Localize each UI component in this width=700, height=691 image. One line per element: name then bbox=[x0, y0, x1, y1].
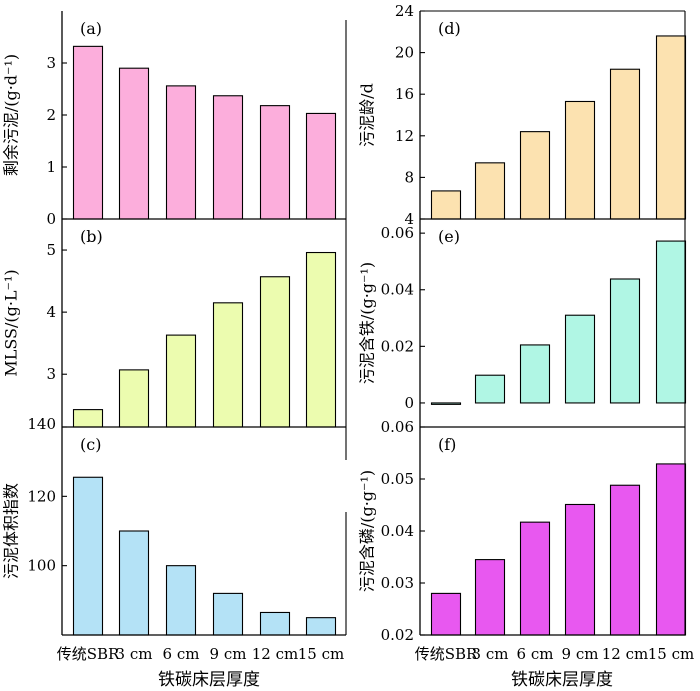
ytick-label-d-5: 24 bbox=[395, 2, 414, 20]
ytick-label-d-0: 4 bbox=[404, 210, 414, 228]
bar-b-0 bbox=[72, 409, 104, 428]
panel-label-a: (a) bbox=[80, 19, 102, 38]
bar-d-5 bbox=[655, 35, 687, 220]
bar-a-3 bbox=[212, 95, 244, 220]
ytick-label-f-1: 0.03 bbox=[381, 574, 414, 592]
bar-b-5 bbox=[305, 251, 337, 428]
bar-b-4 bbox=[259, 276, 291, 428]
bar-f-3 bbox=[564, 503, 596, 636]
bar-d-2 bbox=[519, 131, 551, 220]
bar-e-1 bbox=[474, 374, 506, 404]
bar-e-0 bbox=[430, 402, 462, 405]
xtick-label-f-2: 6 cm bbox=[517, 645, 554, 663]
ytick-label-a-1: 1 bbox=[46, 158, 56, 176]
xtick-label-c-1: 3 cm bbox=[116, 645, 153, 663]
bar-f-4 bbox=[609, 484, 641, 636]
bar-f-2 bbox=[519, 521, 551, 636]
panel-label-c: (c) bbox=[80, 435, 101, 454]
bar-a-1 bbox=[118, 67, 150, 220]
ytick-label-a-2: 2 bbox=[46, 106, 56, 124]
y-axis-title-e: 污泥含铁/(g·g⁻¹) bbox=[358, 262, 377, 384]
bar-d-3 bbox=[564, 100, 596, 220]
bar-e-4 bbox=[609, 278, 641, 404]
bar-f-1 bbox=[474, 559, 506, 636]
ytick-label-f-4: 0.06 bbox=[381, 418, 414, 436]
panel-label-f: (f) bbox=[438, 435, 456, 454]
bar-e-3 bbox=[564, 314, 596, 404]
ytick-label-f-2: 0.04 bbox=[381, 522, 414, 540]
xtick-label-c-4: 12 cm bbox=[252, 645, 298, 663]
bar-a-0 bbox=[72, 45, 104, 220]
xtick-label-f-5: 15 cm bbox=[648, 645, 694, 663]
panel-a: 0 1 2 3 (a) 剩余污泥/(g·d⁻¹) bbox=[2, 11, 347, 228]
ytick-label-f-3: 0.05 bbox=[381, 470, 414, 488]
x-axis-title-left: 铁碳床层厚度 bbox=[158, 670, 260, 690]
ytick-label-a-3: 3 bbox=[46, 54, 56, 72]
panel-label-b: (b) bbox=[80, 227, 103, 246]
y-axis-title-c: 污泥体积指数 bbox=[2, 483, 21, 579]
xtick-label-f-0: 传统SBR bbox=[415, 645, 478, 663]
xtick-label-f-3: 9 cm bbox=[562, 645, 599, 663]
bar-c-0 bbox=[72, 476, 104, 636]
y-axis-title-b: MLSS/(g·L⁻¹) bbox=[2, 269, 21, 376]
bar-f-0 bbox=[430, 592, 462, 636]
panel-d: 4 8 12 16 20 24 (d) 污泥龄/d bbox=[358, 2, 687, 228]
ytick-label-d-3: 16 bbox=[395, 85, 414, 103]
ytick-label-b-1: 4 bbox=[46, 303, 56, 321]
bar-c-3 bbox=[212, 592, 244, 636]
ytick-label-f-0: 0.02 bbox=[381, 626, 414, 644]
xtick-label-f-1: 3 cm bbox=[472, 645, 509, 663]
y-axis-title-f: 污泥含磷/(g·g⁻¹) bbox=[358, 470, 377, 592]
ytick-label-b-2: 5 bbox=[46, 241, 56, 259]
ytick-label-a-0: 0 bbox=[46, 210, 56, 228]
bar-c-1 bbox=[118, 530, 150, 636]
bar-c-2 bbox=[165, 565, 197, 636]
bar-b-1 bbox=[118, 369, 150, 428]
ytick-label-c-1: 120 bbox=[27, 487, 56, 505]
ytick-label-e-0: 0 bbox=[404, 394, 414, 412]
bar-a-5 bbox=[305, 112, 337, 220]
bar-d-0 bbox=[430, 190, 462, 220]
y-axis-title-d: 污泥龄/d bbox=[358, 83, 377, 147]
panel-f: 0.02 0.03 0.04 0.05 0.06 (f) 污泥含磷/(g·g⁻¹) 传统SBR… bbox=[358, 418, 695, 663]
panels: 0123(a)剩余污泥/(g·d⁻¹)345(b)MLSS/(g·L⁻¹)100… bbox=[2, 2, 695, 663]
ytick-label-d-4: 20 bbox=[395, 44, 414, 62]
xtick-label-f-4: 12 cm bbox=[602, 645, 648, 663]
bar-e-5 bbox=[655, 240, 687, 404]
ytick-label-b-0: 3 bbox=[46, 365, 56, 383]
bar-d-1 bbox=[474, 162, 506, 220]
ytick-label-e-1: 0.02 bbox=[381, 337, 414, 355]
ytick-label-e-2: 0.04 bbox=[381, 281, 414, 299]
bar-d-4 bbox=[609, 68, 641, 220]
panel-e: 0 0.02 0.04 0.06 (e) 污泥含铁/(g·g⁻¹) bbox=[358, 219, 687, 428]
panel-label-d: (d) bbox=[438, 19, 461, 38]
bar-a-2 bbox=[165, 85, 197, 220]
bar-b-3 bbox=[212, 302, 244, 428]
xtick-label-c-5: 15 cm bbox=[298, 645, 344, 663]
bar-b-2 bbox=[165, 334, 197, 428]
bar-e-2 bbox=[519, 344, 551, 404]
panel-b: 3 4 5 (b) MLSS/(g·L⁻¹) bbox=[2, 219, 347, 460]
ytick-label-c-0: 100 bbox=[27, 557, 56, 575]
bar-f-5 bbox=[655, 463, 687, 636]
ytick-label-c-2: 140 bbox=[27, 415, 56, 433]
bar-c-5 bbox=[305, 617, 337, 636]
y-axis-title-a: 剩余污泥/(g·d⁻¹) bbox=[2, 54, 21, 176]
ytick-label-d-2: 12 bbox=[395, 127, 414, 145]
bar-a-4 bbox=[259, 105, 291, 220]
xtick-label-c-3: 9 cm bbox=[210, 645, 247, 663]
x-axis-title-right: 铁碳床层厚度 bbox=[511, 670, 613, 690]
xtick-label-c-0: 传统SBR bbox=[57, 645, 120, 663]
panel-label-e: (e) bbox=[438, 227, 460, 246]
xtick-label-c-2: 6 cm bbox=[163, 645, 200, 663]
bar-c-4 bbox=[259, 611, 291, 636]
ytick-label-e-3: 0.06 bbox=[381, 224, 414, 242]
ytick-label-d-1: 8 bbox=[404, 168, 414, 186]
